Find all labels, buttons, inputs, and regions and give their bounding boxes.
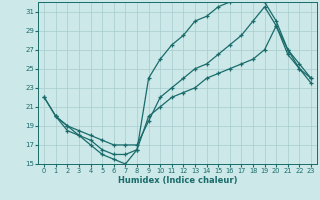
X-axis label: Humidex (Indice chaleur): Humidex (Indice chaleur) xyxy=(118,176,237,185)
